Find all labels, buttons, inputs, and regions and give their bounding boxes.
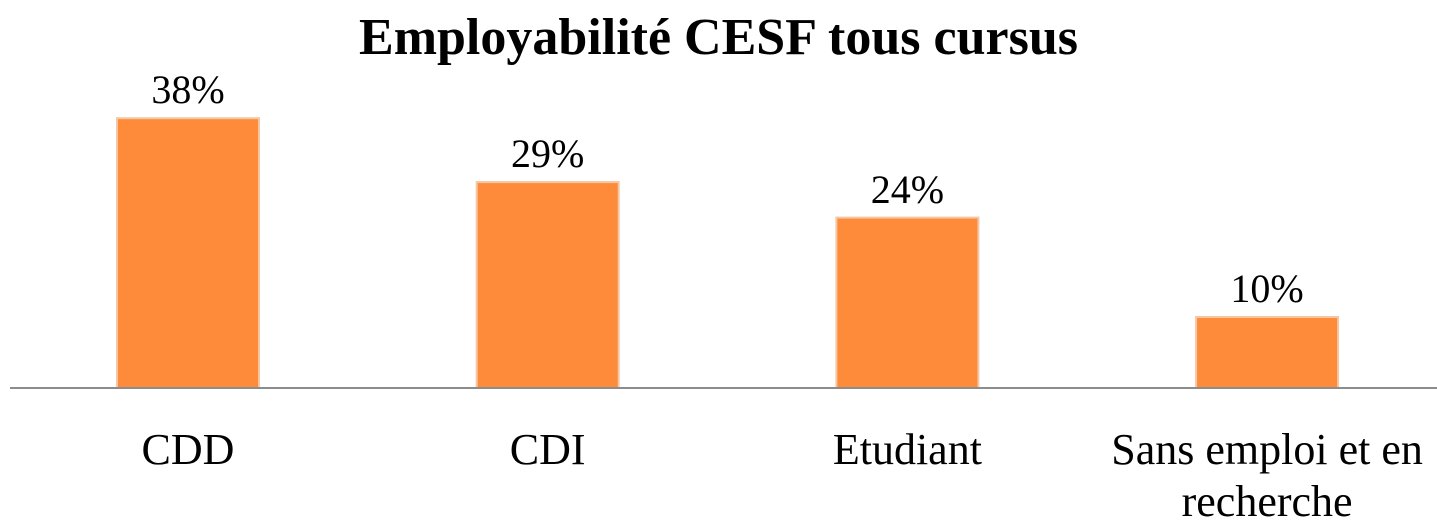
chart-title: Employabilité CESF tous cursus (359, 9, 1078, 66)
data-label: 10% (1230, 266, 1304, 311)
bar (1195, 316, 1340, 389)
x-tick-label: CDD (141, 425, 235, 474)
bar (475, 181, 620, 389)
x-tick-label: CDI (509, 425, 586, 474)
bar (835, 216, 980, 389)
x-tick-label: Etudiant (832, 425, 982, 474)
data-label: 29% (511, 131, 585, 177)
data-label: 24% (870, 166, 945, 212)
bar (116, 117, 260, 389)
x-tick-label: Sans emploi et en recherche (1111, 425, 1423, 526)
data-label: 38% (151, 67, 225, 113)
